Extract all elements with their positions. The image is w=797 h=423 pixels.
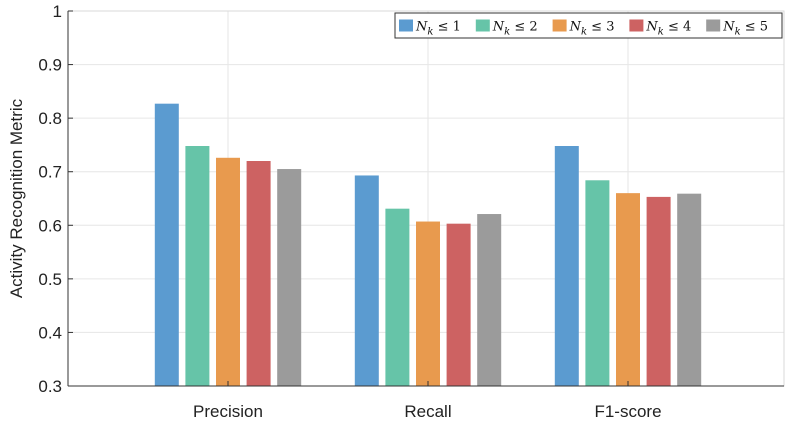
- bar-recall-series-4: [446, 223, 471, 386]
- legend-label: Nk ≤ 3: [569, 20, 615, 38]
- bars: [154, 103, 702, 386]
- bar-recall-series-1: [354, 175, 379, 386]
- y-tick-label: 0.3: [38, 377, 62, 396]
- y-tick-label: 0.5: [38, 270, 62, 289]
- legend-swatch: [552, 19, 567, 32]
- bar-precision-series-3: [216, 157, 240, 386]
- x-tick-label: F1-score: [594, 402, 661, 421]
- bar-precision-series-4: [246, 161, 271, 386]
- bar-recall-series-2: [385, 208, 410, 386]
- bar-recall-series-3: [416, 221, 440, 386]
- legend-swatch: [475, 19, 490, 32]
- bar-f1-score-series-1: [554, 146, 579, 386]
- bar-precision-series-1: [154, 103, 179, 386]
- legend-label: Nk ≤ 5: [722, 20, 768, 38]
- y-tick-label: 0.8: [38, 109, 62, 128]
- legend-label: Nk ≤ 2: [492, 20, 538, 38]
- y-tick-label: 1: [53, 2, 62, 21]
- bar-f1-score-series-2: [585, 180, 610, 386]
- y-axis-title: Activity Recognition Metric: [7, 98, 26, 298]
- legend-swatch: [706, 19, 721, 32]
- x-tick-label: Recall: [404, 402, 451, 421]
- y-tick-label: 0.4: [38, 323, 62, 342]
- bar-f1-score-series-4: [646, 196, 671, 386]
- bar-precision-series-5: [277, 169, 302, 386]
- y-tick-label: 0.6: [38, 216, 62, 235]
- y-tick-label: 0.7: [38, 163, 62, 182]
- x-axis-ticks: Precision Recall F1-score: [193, 381, 662, 421]
- legend-label: Nk ≤ 4: [645, 20, 691, 38]
- legend: Nk ≤ 1 Nk ≤ 2 Nk ≤ 3 Nk ≤ 4 Nk ≤ 5: [394, 12, 783, 39]
- legend-label: Nk ≤ 1: [415, 20, 461, 38]
- y-tick-label: 0.9: [38, 56, 62, 75]
- y-axis-ticks: 0.3 0.4 0.5 0.6 0.7 0.8 0.9 1: [38, 2, 73, 396]
- bar-f1-score-series-5: [677, 193, 702, 386]
- bar-f1-score-series-3: [616, 193, 640, 386]
- legend-swatch: [399, 19, 413, 32]
- bar-precision-series-2: [185, 146, 210, 386]
- x-tick-label: Precision: [193, 402, 263, 421]
- legend-swatch: [629, 19, 644, 32]
- bar-recall-series-5: [477, 214, 502, 386]
